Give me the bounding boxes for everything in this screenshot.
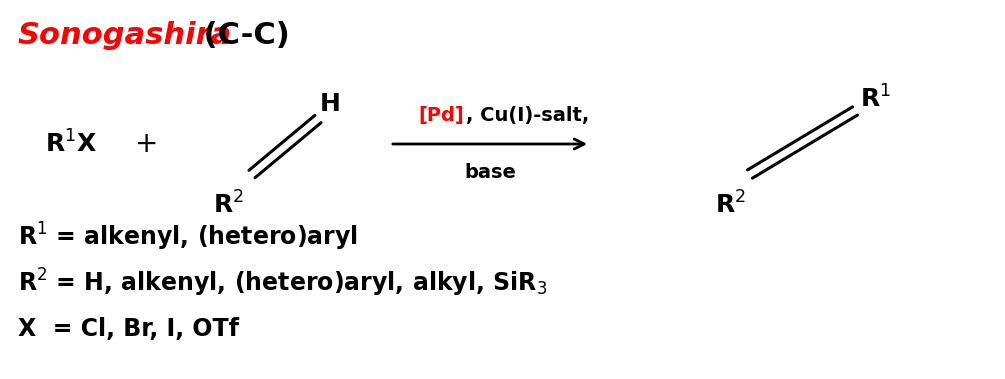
Text: X  = Cl, Br, I, OTf: X = Cl, Br, I, OTf [18, 317, 239, 341]
Text: R$^2$: R$^2$ [213, 191, 243, 218]
Text: R$^2$: R$^2$ [715, 191, 746, 218]
Text: +: + [135, 130, 159, 158]
Text: (C-C): (C-C) [193, 21, 289, 50]
Text: Sonogashira: Sonogashira [18, 21, 232, 50]
Text: [Pd]: [Pd] [418, 106, 463, 125]
Text: R$^1$ = alkenyl, (hetero)aryl: R$^1$ = alkenyl, (hetero)aryl [18, 221, 358, 253]
Text: , Cu(I)-salt,: , Cu(I)-salt, [466, 106, 589, 125]
Text: R$^1$X: R$^1$X [45, 130, 97, 158]
Text: R$^2$ = H, alkenyl, (hetero)aryl, alkyl, SiR$_3$: R$^2$ = H, alkenyl, (hetero)aryl, alkyl,… [18, 267, 547, 299]
Text: base: base [464, 163, 516, 182]
Text: R$^1$: R$^1$ [860, 85, 891, 113]
Text: H: H [320, 92, 341, 116]
